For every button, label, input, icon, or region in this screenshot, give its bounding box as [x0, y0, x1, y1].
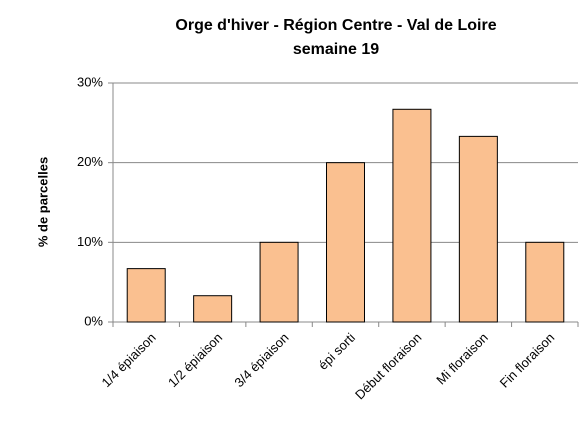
bar — [392, 108, 432, 323]
bar — [193, 295, 233, 323]
bar — [326, 162, 365, 323]
y-axis-label: % de parcelles — [35, 157, 50, 247]
x-tick-label: épi sorti — [315, 330, 358, 373]
x-tick-label: 3/4 épiaison — [231, 330, 291, 390]
y-tick-label: 30% — [77, 74, 103, 89]
chart-title: Orge d'hiver - Région Centre - Val de Lo… — [175, 17, 496, 34]
x-tick-label: Fin floraison — [497, 330, 558, 391]
bar — [458, 135, 498, 323]
y-tick-label: 0% — [84, 313, 103, 328]
x-tick-label: 1/2 épiaison — [165, 330, 225, 390]
bar — [126, 268, 166, 323]
bar — [525, 241, 565, 323]
x-tick-label: 1/4 épiaison — [99, 330, 159, 390]
x-tick-label: Début floraison — [352, 330, 424, 402]
chart-title: semaine 19 — [293, 41, 379, 58]
y-tick-label: 10% — [77, 234, 103, 249]
y-tick-label: 20% — [77, 154, 103, 169]
x-tick-label: Mi floraison — [433, 330, 491, 388]
bar — [259, 241, 299, 323]
